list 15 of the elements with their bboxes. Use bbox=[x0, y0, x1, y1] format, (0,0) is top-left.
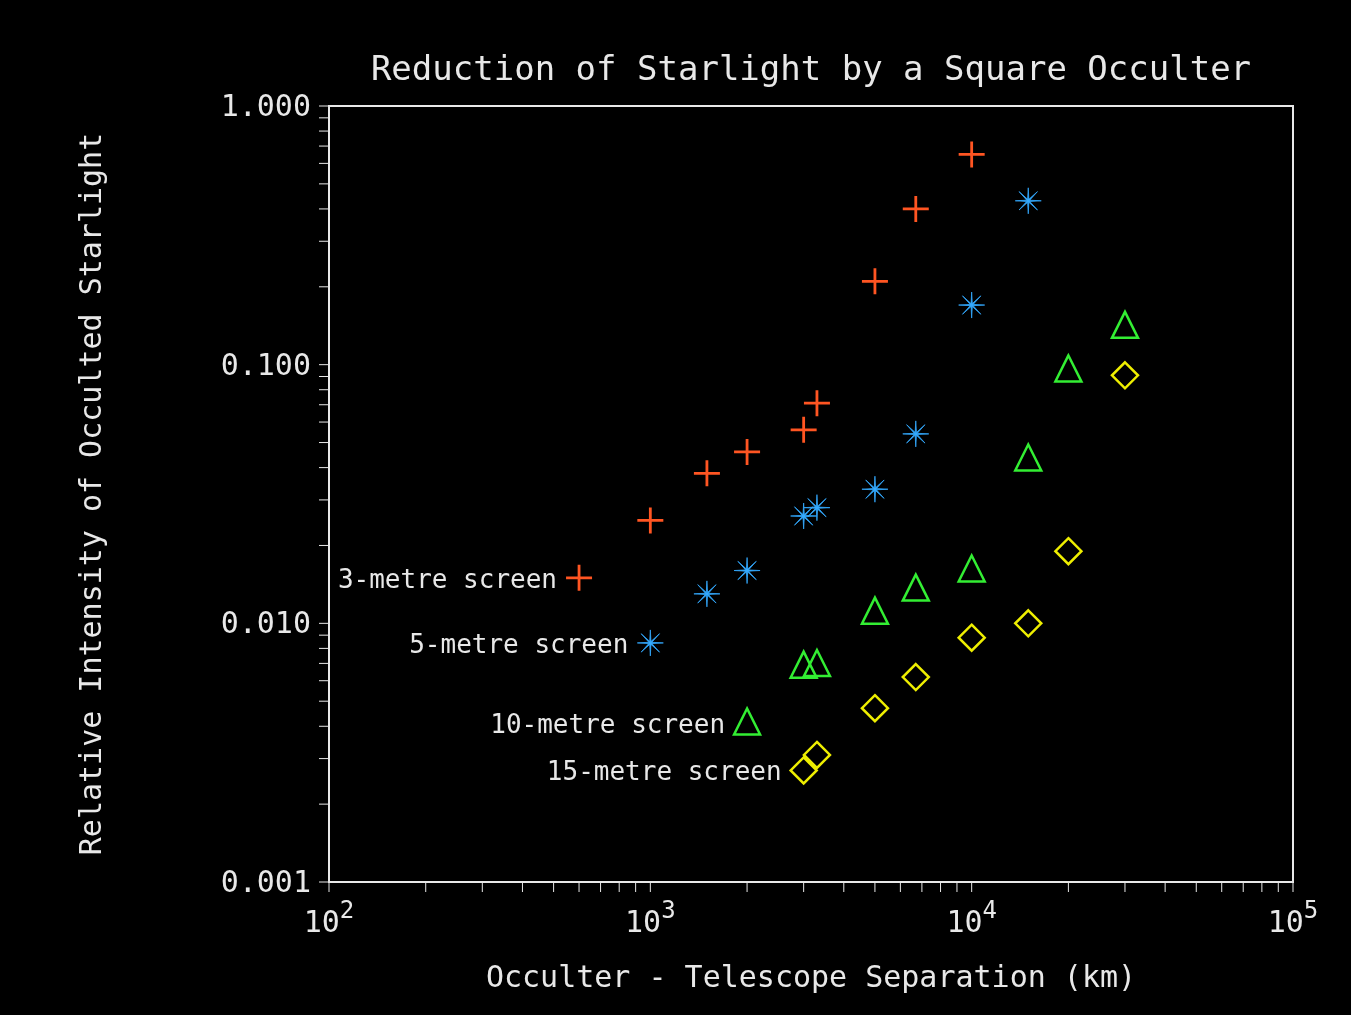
series-label: 3-metre screen bbox=[337, 563, 558, 594]
x-tick-label: 10$^{3}$ bbox=[625, 896, 676, 939]
chart-title: Reduction of Starlight by a Square Occulter bbox=[370, 48, 1252, 88]
y-tick-label: 1.000 bbox=[220, 88, 311, 123]
series-label: 15-metre screen bbox=[546, 756, 782, 787]
series-label: 10-metre screen bbox=[490, 709, 726, 740]
x-axis-title: Occulter - Telescope Separation (km) bbox=[485, 959, 1137, 994]
y-tick-label: 0.001 bbox=[220, 864, 311, 899]
y-tick-label: 0.010 bbox=[220, 605, 311, 641]
x-tick-label: 10$^{4}$ bbox=[946, 896, 997, 939]
series-label: 5-metre screen bbox=[409, 628, 629, 659]
x-tick-label: 10$^{2}$ bbox=[303, 896, 355, 939]
y-axis-title: Relative Intensity of Occulted Starlight bbox=[72, 132, 108, 856]
x-tick-label: 10$^{5}$ bbox=[1267, 896, 1319, 939]
y-tick-label: 0.100 bbox=[220, 346, 311, 382]
